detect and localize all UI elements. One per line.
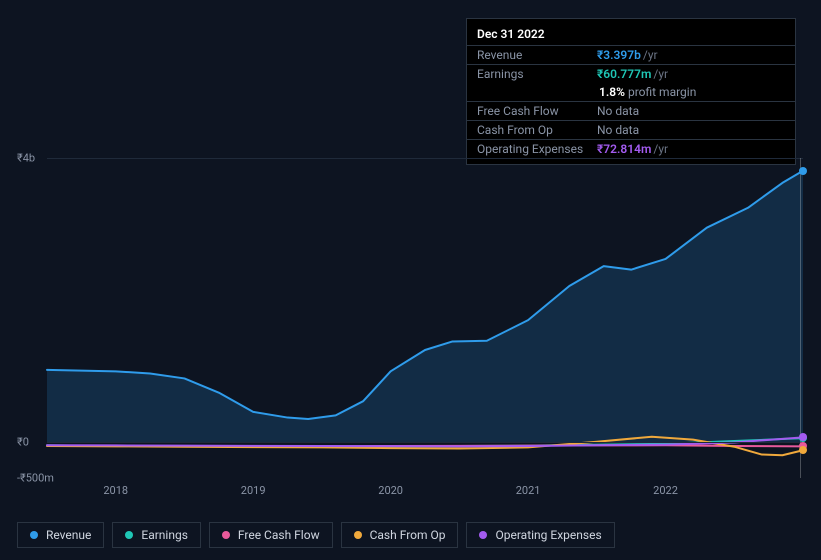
series-area xyxy=(47,171,803,443)
x-axis-label: 2021 xyxy=(516,484,541,497)
legend-swatch xyxy=(125,531,133,539)
gridline xyxy=(47,442,803,443)
x-axis-label: 2020 xyxy=(378,484,403,497)
tooltip-value: ₹3.397b/yr xyxy=(597,48,658,62)
legend-label: Revenue xyxy=(46,528,91,542)
x-axis-label: 2019 xyxy=(241,484,266,497)
tooltip-date: Dec 31 2022 xyxy=(467,25,795,45)
legend-item[interactable]: Operating Expenses xyxy=(466,522,614,548)
legend-swatch xyxy=(30,531,38,539)
chart-legend: Revenue Earnings Free Cash Flow Cash From O… xyxy=(17,522,615,548)
legend-item[interactable]: Cash From Op xyxy=(341,522,459,548)
tooltip-extra: 1.8% profit margin xyxy=(599,85,696,99)
tooltip-row-extra: 1.8% profit margin xyxy=(467,83,795,101)
tooltip-value: ₹60.777m/yr xyxy=(597,67,668,81)
tooltip-value: No data xyxy=(597,104,639,118)
gridline xyxy=(47,158,803,159)
tooltip-label: Free Cash Flow xyxy=(477,104,589,118)
legend-swatch xyxy=(479,531,487,539)
tooltip-row: Cash From Op No data xyxy=(467,120,795,139)
x-axis: 2018 2019 2020 2021 2022 xyxy=(47,484,803,500)
x-axis-label: 2022 xyxy=(653,484,678,497)
chart-tooltip: Dec 31 2022 Revenue ₹3.397b/yr Earnings ₹60.… xyxy=(466,18,796,165)
tooltip-label: Cash From Op xyxy=(477,123,589,137)
legend-item[interactable]: Free Cash Flow xyxy=(209,522,333,548)
series-end-dot xyxy=(799,167,807,175)
tooltip-row: Revenue ₹3.397b/yr xyxy=(467,45,795,64)
y-axis-label: ₹0 xyxy=(17,436,29,449)
tooltip-value: No data xyxy=(597,123,639,137)
legend-item[interactable]: Earnings xyxy=(112,522,201,548)
tooltip-row: Earnings ₹60.777m/yr xyxy=(467,64,795,83)
legend-swatch xyxy=(354,531,362,539)
tooltip-row: Free Cash Flow No data xyxy=(467,101,795,120)
chart: ₹4b₹0-₹500m 20182019202020212022 xyxy=(17,158,803,498)
tooltip-label: Revenue xyxy=(477,48,589,62)
tooltip-label: Operating Expenses xyxy=(477,142,589,156)
tooltip-value: ₹72.814m/yr xyxy=(597,142,668,156)
tooltip-row: Operating Expenses ₹72.814m/yr xyxy=(467,139,795,158)
series-end-dot xyxy=(799,446,807,454)
chart-plot[interactable] xyxy=(47,158,803,478)
legend-item[interactable]: Revenue xyxy=(17,522,104,548)
legend-label: Earnings xyxy=(141,528,188,542)
legend-label: Free Cash Flow xyxy=(238,528,320,542)
legend-label: Cash From Op xyxy=(370,528,446,542)
reference-line xyxy=(800,158,801,478)
tooltip-label: Earnings xyxy=(477,67,589,81)
legend-swatch xyxy=(222,531,230,539)
x-axis-label: 2018 xyxy=(103,484,128,497)
series-end-dot xyxy=(799,433,807,441)
legend-label: Operating Expenses xyxy=(495,528,601,542)
y-axis-label: ₹4b xyxy=(17,152,35,165)
